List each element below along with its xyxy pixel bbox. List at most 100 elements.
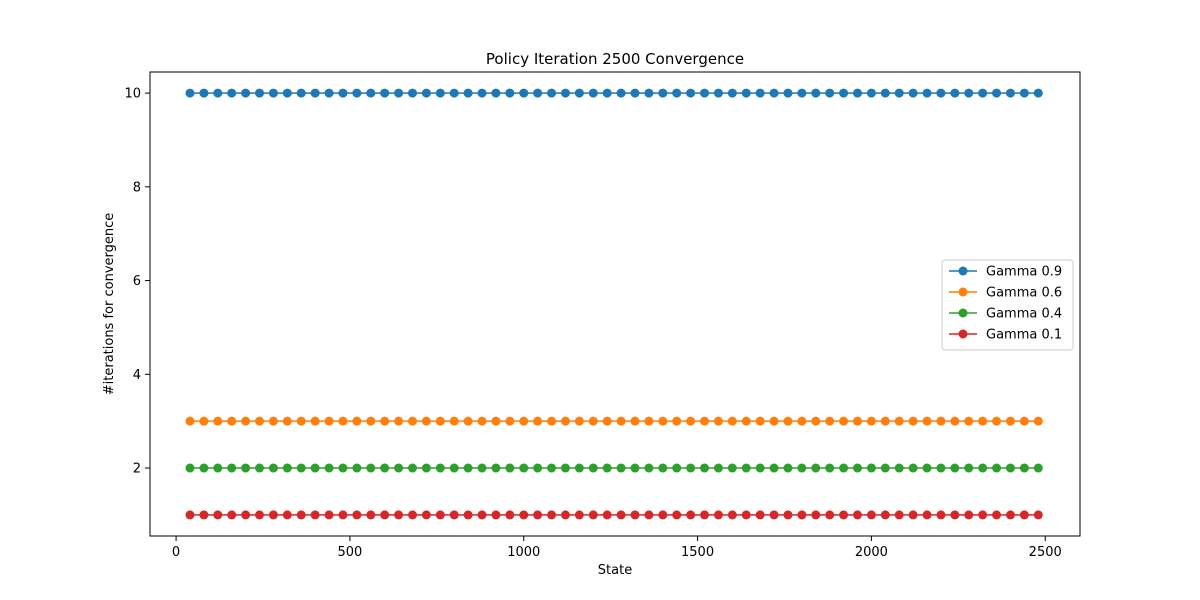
data-point bbox=[366, 88, 376, 98]
data-point bbox=[296, 88, 306, 98]
data-point bbox=[588, 510, 598, 520]
data-point bbox=[797, 88, 807, 98]
data-point bbox=[839, 463, 849, 473]
data-point bbox=[880, 463, 890, 473]
data-point bbox=[324, 510, 334, 520]
data-point bbox=[936, 416, 946, 426]
data-point bbox=[978, 510, 988, 520]
data-point bbox=[755, 463, 765, 473]
legend-label: Gamma 0.6 bbox=[986, 286, 1062, 301]
data-point bbox=[324, 416, 334, 426]
data-point bbox=[435, 510, 445, 520]
legend-item: Gamma 0.6 bbox=[949, 286, 1062, 301]
data-point bbox=[783, 463, 793, 473]
data-point bbox=[769, 463, 779, 473]
series-3 bbox=[185, 510, 1043, 520]
data-point bbox=[407, 510, 417, 520]
data-point bbox=[310, 88, 320, 98]
data-point bbox=[672, 510, 682, 520]
data-point bbox=[950, 88, 960, 98]
data-point bbox=[366, 510, 376, 520]
data-point bbox=[783, 88, 793, 98]
data-point bbox=[268, 88, 278, 98]
series-1 bbox=[185, 416, 1043, 426]
data-point bbox=[213, 88, 223, 98]
legend-item: Gamma 0.9 bbox=[949, 265, 1062, 280]
data-point bbox=[505, 416, 515, 426]
data-point bbox=[644, 510, 654, 520]
data-point bbox=[227, 416, 237, 426]
data-point bbox=[992, 463, 1002, 473]
legend-item: Gamma 0.4 bbox=[949, 307, 1062, 322]
plot-frame bbox=[149, 71, 1081, 537]
data-point bbox=[199, 463, 209, 473]
data-point bbox=[741, 416, 751, 426]
data-point bbox=[616, 416, 626, 426]
data-point bbox=[519, 510, 529, 520]
data-point bbox=[255, 88, 265, 98]
data-point bbox=[213, 463, 223, 473]
data-point bbox=[352, 510, 362, 520]
data-point bbox=[686, 463, 696, 473]
data-point bbox=[1033, 416, 1043, 426]
data-point bbox=[658, 88, 668, 98]
data-point bbox=[435, 416, 445, 426]
data-point bbox=[574, 416, 584, 426]
data-point bbox=[686, 510, 696, 520]
legend-marker bbox=[958, 329, 968, 339]
data-point bbox=[922, 510, 932, 520]
data-point bbox=[1033, 510, 1043, 520]
data-point bbox=[380, 416, 390, 426]
data-point bbox=[853, 510, 862, 520]
data-point bbox=[880, 510, 890, 520]
data-point bbox=[199, 510, 209, 520]
data-point bbox=[825, 510, 835, 520]
data-point bbox=[1005, 88, 1015, 98]
data-point bbox=[630, 88, 640, 98]
data-point bbox=[560, 463, 570, 473]
data-point bbox=[727, 463, 737, 473]
data-point bbox=[797, 463, 807, 473]
data-point bbox=[574, 463, 584, 473]
x-tick-label: 1500 bbox=[681, 545, 714, 560]
x-tick-label: 1000 bbox=[507, 545, 540, 560]
data-point bbox=[755, 510, 765, 520]
data-point bbox=[672, 416, 682, 426]
data-point bbox=[964, 416, 974, 426]
data-point bbox=[435, 463, 445, 473]
data-point bbox=[811, 510, 821, 520]
data-point bbox=[574, 510, 584, 520]
data-point bbox=[338, 463, 348, 473]
x-tick-label: 2500 bbox=[1029, 545, 1062, 560]
data-point bbox=[394, 510, 404, 520]
data-point bbox=[227, 88, 237, 98]
data-point bbox=[394, 88, 404, 98]
data-point bbox=[227, 510, 237, 520]
data-point bbox=[255, 510, 265, 520]
data-point bbox=[380, 510, 390, 520]
x-axis-title: State bbox=[598, 563, 632, 578]
data-point bbox=[700, 88, 710, 98]
y-tick-label: 2 bbox=[133, 462, 141, 477]
data-point bbox=[547, 510, 557, 520]
data-point bbox=[602, 88, 612, 98]
data-point bbox=[964, 510, 974, 520]
data-point bbox=[713, 88, 723, 98]
data-point bbox=[199, 416, 209, 426]
legend: Gamma 0.9 Gamma 0.6 Gamma 0.4 Gamma 0.1 bbox=[941, 259, 1074, 351]
data-point bbox=[463, 88, 473, 98]
x-tick-label: 500 bbox=[337, 545, 362, 560]
x-axis: 0 500 1000 1500 2000 2500 bbox=[172, 536, 1062, 560]
data-point bbox=[936, 88, 946, 98]
data-point bbox=[588, 416, 598, 426]
data-point bbox=[602, 463, 612, 473]
data-point bbox=[463, 463, 473, 473]
data-point bbox=[324, 463, 334, 473]
data-point bbox=[255, 463, 265, 473]
data-point bbox=[769, 510, 779, 520]
data-point bbox=[463, 510, 473, 520]
data-point bbox=[449, 88, 459, 98]
data-point bbox=[811, 416, 821, 426]
data-point bbox=[686, 416, 696, 426]
data-point bbox=[894, 416, 904, 426]
